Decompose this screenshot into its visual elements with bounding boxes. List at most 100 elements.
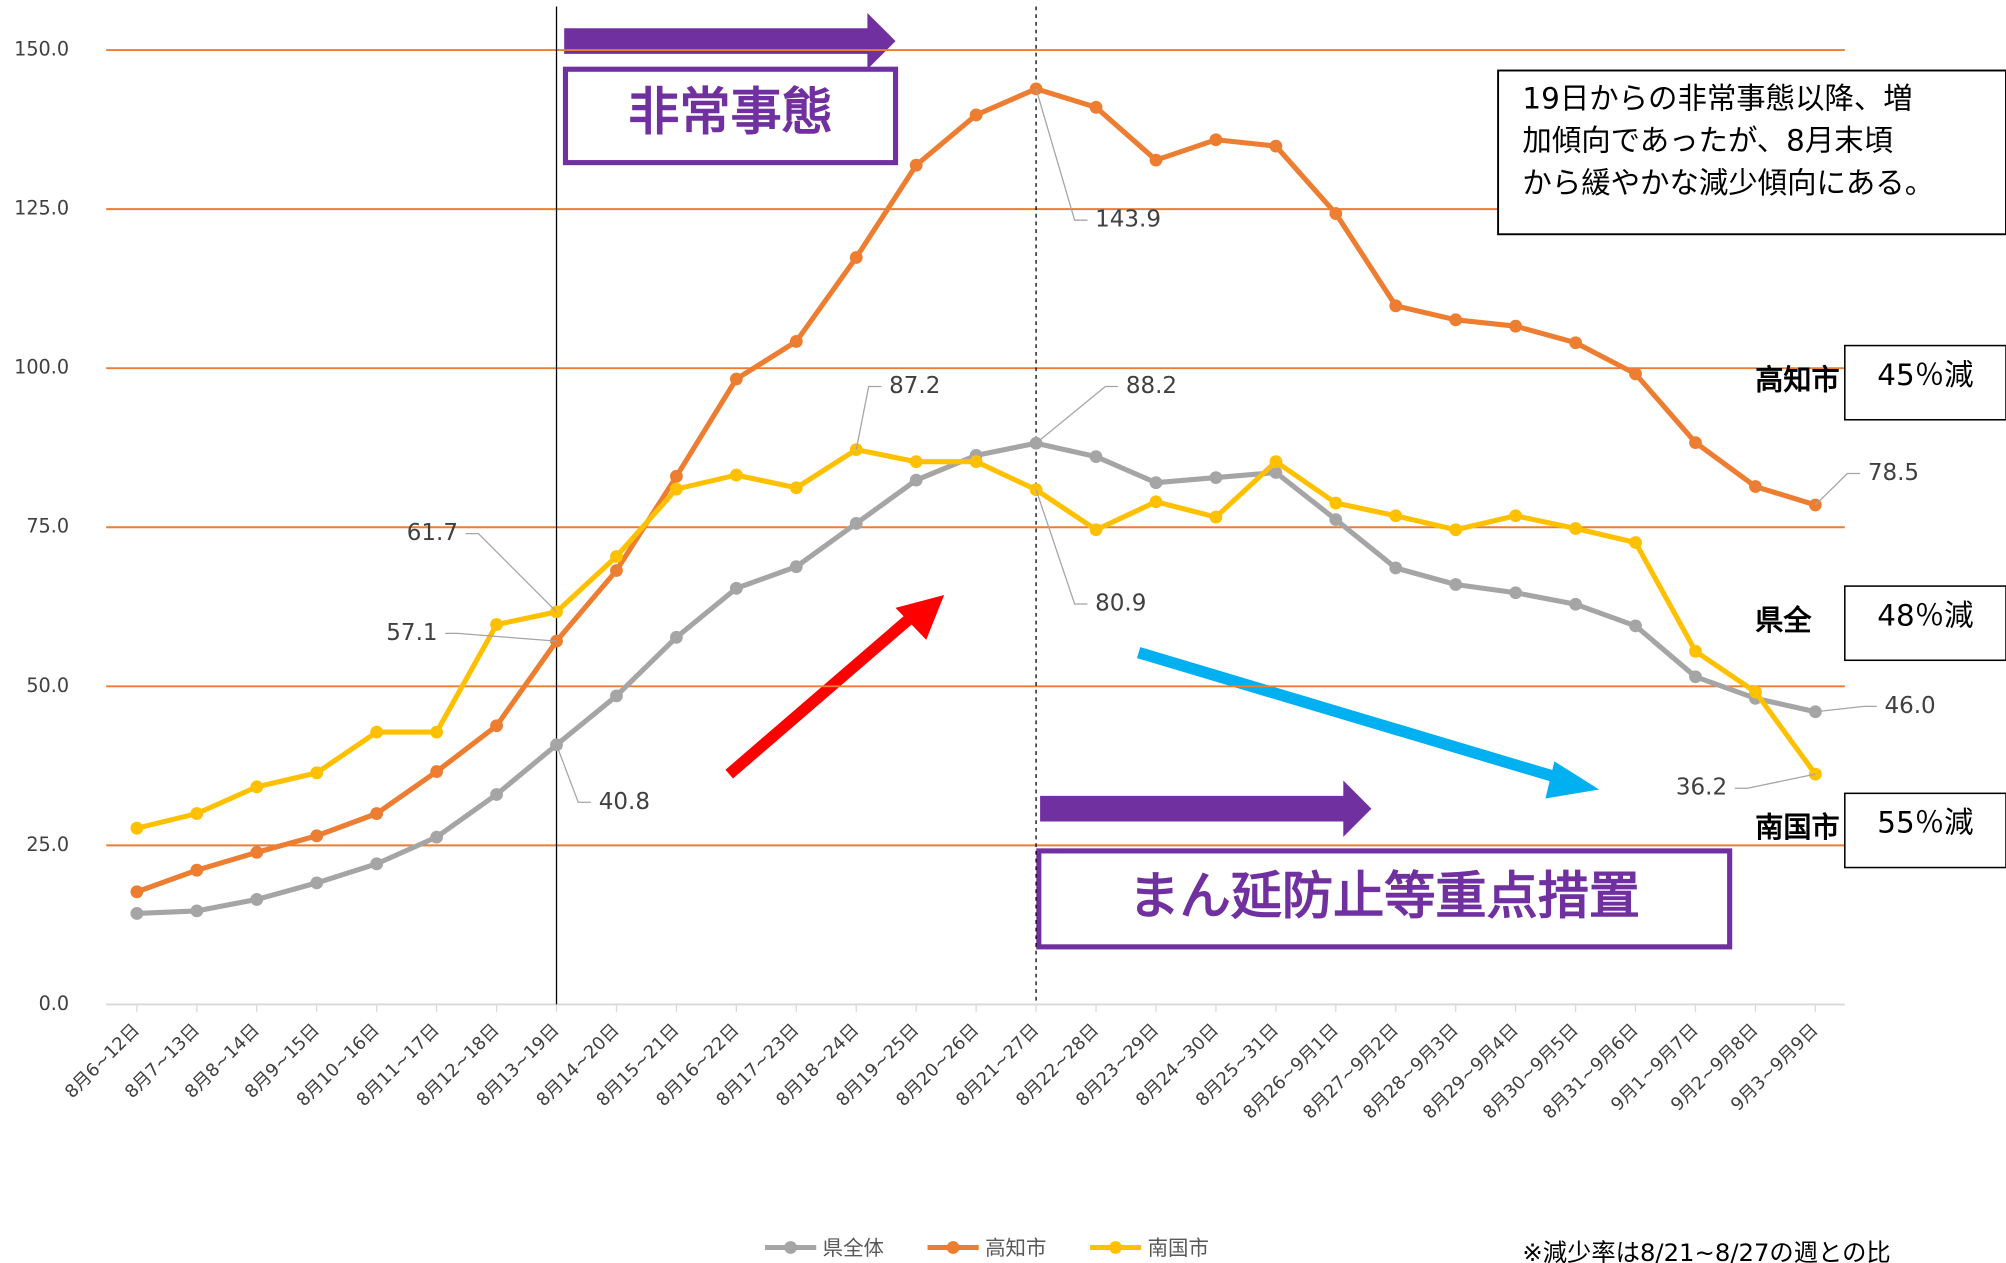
data-point: [789, 481, 803, 495]
data-point: [250, 780, 264, 794]
side-label: 南国市: [1755, 811, 1839, 844]
y-tick-label: 150.0: [14, 38, 69, 61]
y-tick-label: 0.0: [39, 992, 70, 1015]
data-point: [430, 725, 444, 739]
data-point: [1209, 510, 1223, 524]
data-point: [130, 821, 144, 835]
emergency-box: [562, 66, 899, 166]
data-point: [729, 468, 743, 482]
data-label: 57.1: [386, 620, 437, 646]
data-point: [610, 689, 623, 703]
data-point: [490, 618, 503, 631]
label-leader: [1734, 773, 1816, 789]
reduction-label: 55％減: [1877, 806, 1973, 840]
data-point: [670, 469, 683, 483]
data-point: [130, 885, 144, 899]
legend-marker: [1109, 1241, 1122, 1254]
note-box: [1497, 69, 2006, 236]
data-point: [909, 158, 923, 172]
reduction-box: [1844, 344, 2006, 421]
data-point: [370, 857, 384, 871]
data-point: [490, 719, 503, 733]
data-point: [190, 904, 204, 918]
data-point: [849, 517, 863, 530]
data-point: [1329, 513, 1343, 526]
data-point: [1449, 313, 1463, 327]
note-text: 加傾向であったが、8月末頃: [1522, 124, 1893, 158]
data-label: 80.9: [1095, 590, 1146, 616]
data-label: 88.2: [1126, 373, 1177, 399]
decrease-arrow-head: [1545, 761, 1600, 799]
data-label: 78.5: [1868, 460, 1919, 486]
measures-box: [1036, 848, 1733, 950]
data-point: [1269, 139, 1283, 153]
data-label: 87.2: [889, 373, 940, 399]
data-point: [130, 907, 144, 920]
label-leader: [1035, 88, 1088, 221]
data-label: 36.2: [1676, 775, 1727, 801]
data-point: [1808, 767, 1822, 781]
y-tick-label: 50.0: [26, 674, 69, 697]
data-point: [670, 482, 683, 496]
data-point: [1149, 153, 1163, 167]
data-point: [1389, 509, 1403, 523]
data-point: [1749, 685, 1762, 699]
data-point: [430, 830, 444, 844]
data-point: [1149, 476, 1163, 490]
data-point: [370, 807, 384, 820]
data-point: [310, 766, 324, 780]
data-point: [969, 108, 983, 122]
data-point: [1569, 597, 1582, 611]
data-point: [909, 455, 923, 469]
decrease-arrow: [1136, 647, 1565, 785]
data-point: [1509, 319, 1523, 333]
data-point: [1749, 480, 1762, 493]
data-point: [1269, 455, 1283, 469]
y-tick-label: 125.0: [14, 197, 69, 220]
emergency-label: 非常事態: [628, 83, 833, 142]
data-point: [310, 829, 324, 843]
emergency-arrow: [564, 12, 896, 70]
label-leader: [445, 632, 557, 642]
data-point: [1089, 450, 1103, 464]
data-point: [1089, 100, 1103, 114]
data-label: 46.0: [1884, 693, 1935, 719]
label-leader: [855, 385, 882, 450]
measures-arrow: [1040, 780, 1372, 837]
data-point: [1509, 509, 1523, 523]
data-point: [1569, 336, 1582, 350]
data-point: [1629, 367, 1642, 381]
data-label: 143.9: [1095, 207, 1161, 233]
legend-label: 県全体: [823, 1236, 884, 1260]
data-point: [789, 560, 803, 574]
data-point: [1089, 523, 1103, 537]
legend-marker: [946, 1241, 960, 1254]
data-point: [1629, 536, 1642, 549]
data-label: 61.7: [407, 520, 458, 546]
data-point: [190, 807, 204, 820]
y-tick-label: 75.0: [26, 515, 69, 538]
data-point: [310, 876, 324, 890]
label-leader: [465, 532, 557, 613]
increase-arrow-head: [895, 595, 945, 640]
data-point: [1389, 299, 1403, 313]
reduction-box: [1844, 792, 2006, 869]
note-text: 19日からの非常事態以降、増: [1522, 81, 1912, 115]
y-tick-label: 25.0: [26, 833, 69, 856]
label-leader: [1035, 385, 1119, 444]
measures-label: まん延防止等重点措置: [1128, 868, 1640, 927]
data-point: [1329, 207, 1343, 220]
label-leader: [555, 744, 592, 803]
data-point: [370, 725, 384, 739]
data-point: [670, 630, 683, 644]
data-point: [1449, 578, 1463, 591]
data-point: [1329, 496, 1343, 510]
data-point: [1389, 561, 1403, 575]
label-leader: [1035, 489, 1088, 605]
data-point: [610, 564, 623, 577]
reduction-label: 45％減: [1877, 358, 1973, 392]
data-point: [849, 251, 863, 264]
reduction-label: 48％減: [1877, 598, 1973, 632]
y-tick-label: 100.0: [14, 356, 69, 379]
